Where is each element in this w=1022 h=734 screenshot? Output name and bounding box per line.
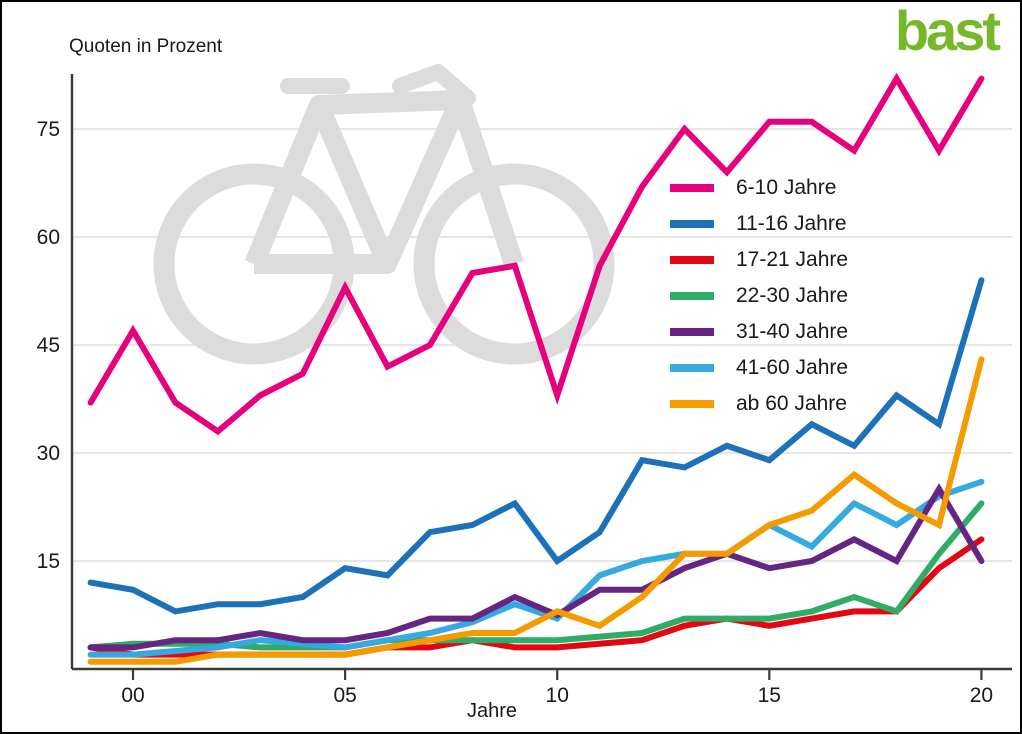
- axes: 00 05 10 15 20: [70, 74, 1012, 707]
- series-line-31-40-jahre: [87, 483, 985, 651]
- legend-label: 6-10 Jahre: [736, 176, 837, 199]
- legend-label: 11-16 Jahre: [736, 212, 847, 235]
- legend-item-6-10-jahre: 6-10 Jahre: [670, 170, 848, 206]
- x-tick-label-05: 05: [333, 684, 356, 707]
- legend-swatch: [670, 364, 714, 372]
- chart-legend: 6-10 Jahre 11-16 Jahre 17-21 Jahre 22-30 Ja…: [670, 170, 848, 422]
- legend-item-11-16-jahre: 11-16 Jahre: [670, 206, 848, 242]
- legend-label: 22-30 Jahre: [736, 284, 849, 307]
- series-line-22-30-jahre: [87, 500, 985, 651]
- bast-logo: bast: [894, 0, 1001, 62]
- legend-swatch: [670, 256, 714, 264]
- bicycle-watermark-icon: [153, 64, 615, 365]
- series-line-ab-60-jahre: [87, 356, 985, 665]
- legend-swatch: [670, 292, 714, 300]
- legend-item-ab-60-jahre: ab 60 Jahre: [670, 386, 848, 422]
- legend-label: 17-21 Jahre: [736, 248, 849, 271]
- legend-item-31-40-jahre: 31-40 Jahre: [670, 314, 848, 350]
- series-line-41-60-jahre: [87, 478, 985, 658]
- series-line-6-10-jahre: [87, 72, 985, 436]
- series-line-11-16-jahre: [87, 277, 985, 615]
- y-tick-label-75: 75: [37, 118, 60, 141]
- x-tick-label-15: 15: [758, 684, 781, 707]
- y-tick-label-45: 45: [37, 334, 60, 357]
- x-tick-label-10: 10: [546, 684, 569, 707]
- legend-label: 41-60 Jahre: [736, 356, 849, 379]
- legend-item-41-60-jahre: 41-60 Jahre: [670, 350, 848, 386]
- legend-label: ab 60 Jahre: [736, 392, 847, 415]
- x-tick-label-00: 00: [121, 684, 144, 707]
- data-series: [87, 72, 985, 665]
- chart-title: Quoten in Prozent: [69, 36, 223, 57]
- legend-swatch: [670, 184, 714, 192]
- legend-swatch: [670, 400, 714, 408]
- legend-swatch: [670, 220, 714, 228]
- y-tick-label-15: 15: [37, 550, 60, 573]
- x-tick-label-20: 20: [970, 684, 993, 707]
- y-tick-label-30: 30: [37, 442, 60, 465]
- legend-swatch: [670, 328, 714, 336]
- legend-item-22-30-jahre: 22-30 Jahre: [670, 278, 848, 314]
- legend-label: 31-40 Jahre: [736, 320, 849, 343]
- legend-item-17-21-jahre: 17-21 Jahre: [670, 242, 848, 278]
- y-tick-label-60: 60: [37, 226, 60, 249]
- x-axis-title: Jahre: [466, 700, 518, 722]
